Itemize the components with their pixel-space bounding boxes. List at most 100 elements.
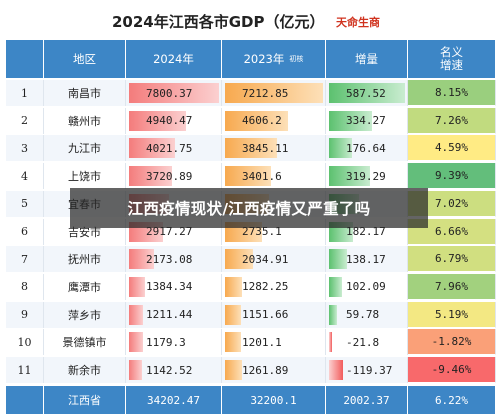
gdp2024-value: 1211.44: [146, 308, 193, 322]
rank-value: 10: [17, 335, 32, 349]
growth-cell: 4.59%: [408, 135, 496, 162]
increase-value: 334.27: [346, 114, 386, 128]
increase-bar: [329, 138, 352, 159]
increase-value: 587.52: [346, 86, 386, 100]
gdp2023-value: 1282.25: [242, 280, 289, 294]
rank-cell: 3: [6, 135, 44, 162]
gdp2023-bar: [225, 83, 323, 103]
increase-bar: [329, 276, 343, 297]
growth-value: 4.59%: [434, 141, 469, 155]
increase-cell: 334.27: [326, 107, 408, 134]
table-row: 2 赣州市 4940.47 4606.2 334.27 7.26%: [6, 107, 496, 134]
region-cell: 上饶市: [44, 163, 126, 190]
growth-value: 7.26%: [434, 113, 469, 127]
increase-value: 138.17: [346, 252, 386, 266]
growth-value: -9.46%: [431, 363, 472, 376]
brand-watermark: 天命生商: [336, 16, 380, 29]
gdp2023-cell: 3845.11: [222, 135, 326, 162]
region-cell: 九江市: [44, 135, 126, 162]
gdp2024-value: 3720.89: [146, 169, 193, 183]
gdp2023-cell: 7212.85: [222, 80, 326, 106]
gdp2024-value: 1384.34: [146, 280, 193, 294]
growth-value: 9.39%: [434, 169, 469, 183]
region-name: 赣州市: [68, 114, 101, 128]
growth-cell: -1.82%: [408, 329, 496, 356]
region-name: 九江市: [68, 142, 101, 156]
gdp2023-value: 1151.66: [242, 308, 289, 322]
growth-value: 5.19%: [434, 307, 469, 321]
gdp2024-value: 4021.75: [146, 141, 193, 155]
growth-cell: 5.19%: [408, 301, 496, 328]
gdp2024-cell: 3720.89: [126, 163, 222, 190]
growth-value: 6.66%: [434, 224, 469, 238]
header-growth: 名义 增速: [408, 40, 496, 78]
region-cell: 南昌市: [44, 80, 126, 106]
rank-value: 2: [21, 114, 28, 128]
increase-bar: [329, 249, 347, 270]
gdp2024-cell: 2173.08: [126, 246, 222, 273]
rank-value: 7: [21, 252, 28, 266]
gdp2024-cell: 4940.47: [126, 107, 222, 134]
region-cell: 赣州市: [44, 107, 126, 134]
increase-value: 102.09: [346, 280, 386, 294]
gdp2024-cell: 7800.37: [126, 80, 222, 106]
growth-cell: -9.46%: [408, 357, 496, 383]
rank-value: 3: [21, 141, 28, 155]
rank-cell: 6: [6, 218, 44, 245]
increase-cell: 102.09: [326, 273, 408, 300]
rank-value: 9: [21, 308, 28, 322]
increase-value: 319.29: [346, 169, 386, 183]
total-rank-cell: [6, 386, 44, 414]
total-region: 江西省: [44, 386, 126, 414]
increase-cell: 587.52: [326, 80, 408, 106]
header-gdp2024: 2024年: [126, 40, 222, 78]
gdp2023-cell: 1201.1: [222, 329, 326, 356]
total-growth: 6.22%: [408, 386, 496, 414]
gdp2024-bar: [129, 332, 143, 353]
increase-cell: -119.37: [326, 357, 408, 383]
increase-bar: [329, 166, 371, 187]
gdp2023-value: 2735.1: [242, 225, 282, 238]
region-cell: 景德镇市: [44, 329, 126, 356]
header-gdp2023: 2023年 初核: [222, 40, 326, 78]
gdp2023-cell: 4606.2: [222, 107, 326, 134]
gdp2023-value: 7212.85: [242, 86, 289, 100]
gdp2023-bar: [225, 332, 242, 353]
gdp2023-bar: [225, 360, 243, 380]
increase-bar: [329, 110, 373, 131]
gdp2024-cell: 1211.44: [126, 301, 222, 328]
title-bar: 2024年江西各市GDP（亿元） 天命生商: [0, 0, 500, 38]
rank-value: 6: [21, 225, 28, 238]
header-growth-line1: 名义: [440, 45, 463, 59]
increase-value: -119.37: [346, 363, 393, 377]
gdp2023-bar: [225, 110, 288, 131]
header-region: 地区: [44, 40, 126, 78]
increase-value: 176.64: [346, 141, 386, 155]
gdp2023-value: 2034.91: [242, 252, 289, 266]
rank-value: 1: [21, 86, 28, 100]
gdp2024-bar: [129, 304, 143, 325]
increase-cell: 138.17: [326, 246, 408, 273]
total-increase: 2002.37: [326, 386, 408, 414]
region-cell: 新余市: [44, 357, 126, 383]
rank-value: 8: [21, 280, 28, 294]
gdp2023-value: 1201.1: [242, 335, 282, 349]
gdp2024-bar: [129, 138, 176, 159]
gdp2024-bar: [129, 166, 172, 187]
gdp2024-bar: [129, 360, 143, 380]
rank-cell: 5: [6, 190, 44, 217]
gdp2023-cell: 1261.89: [222, 357, 326, 383]
table-row: 1 南昌市 7800.37 7212.85 587.52 8.15%: [6, 80, 496, 106]
increase-bar: [329, 304, 337, 325]
total-gdp2023: 32200.1: [222, 386, 326, 414]
region-name: 萍乡市: [68, 308, 101, 322]
gdp2023-value: 3401.6: [242, 169, 282, 183]
rank-cell: 2: [6, 107, 44, 134]
region-cell: 萍乡市: [44, 301, 126, 328]
growth-cell: 8.15%: [408, 80, 496, 106]
region-cell: 抚州市: [44, 246, 126, 273]
gdp2023-value: 4606.2: [242, 114, 282, 128]
increase-cell: 176.64: [326, 135, 408, 162]
region-name: 上饶市: [68, 170, 101, 184]
growth-value: 8.15%: [434, 86, 469, 99]
